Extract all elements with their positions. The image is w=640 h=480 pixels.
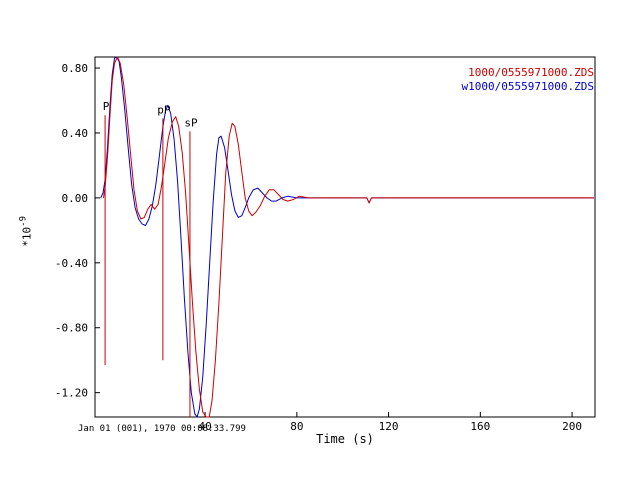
x-tick-label: 200 <box>562 420 582 433</box>
legend-entry-blue: w1000/0555971000.ZDS <box>461 80 594 93</box>
y-axis-label-exponent: -9 <box>18 215 29 227</box>
axis-border <box>94 56 596 418</box>
series-trace-0 <box>103 56 594 418</box>
y-axis-label-base: *10 <box>20 226 34 247</box>
y-axis-label: *10-9 <box>19 191 34 271</box>
series-trace-1 <box>100 56 594 418</box>
x-axis-label: Time (s) <box>316 432 374 446</box>
legend-entry-red: 1000/0555971000.ZDS <box>468 66 594 79</box>
y-tick-label: -0.40 <box>55 257 88 270</box>
x-tick-label: 160 <box>470 420 490 433</box>
phase-marker-label-pP: pP <box>157 103 171 116</box>
y-tick-label: -1.20 <box>55 387 88 400</box>
phase-marker-label-sP: sP <box>184 116 198 129</box>
y-tick-label: 0.80 <box>62 62 89 75</box>
x-tick-label: 80 <box>290 420 303 433</box>
start-time-label: Jan 01 (001), 1970 00:08:33.799 <box>78 424 246 434</box>
legend: 1000/0555971000.ZDS w1000/0555971000.ZDS <box>462 66 594 94</box>
x-tick-label: 40 <box>198 420 211 433</box>
y-tick-label: 0.40 <box>62 127 89 140</box>
phase-marker-label-P: P <box>103 100 110 113</box>
x-tick-label: 120 <box>379 420 399 433</box>
y-tick-label: 0.00 <box>62 192 89 205</box>
y-tick-label: -0.80 <box>55 322 88 335</box>
